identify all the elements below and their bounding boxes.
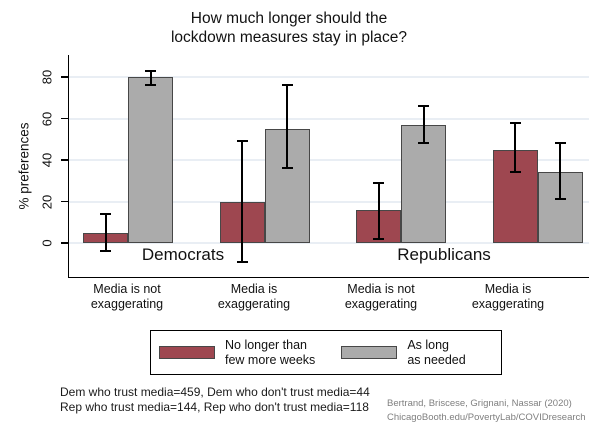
x-axis-tick-label-line: Media is not: [347, 282, 415, 296]
error-bar-cap: [236, 260, 248, 263]
error-bar-cap: [554, 198, 566, 201]
gridline: [69, 242, 589, 244]
y-axis-tick: [61, 76, 69, 78]
source-credit-url: ChicagoBooth.edu/PovertyLab/COVIDresearc…: [387, 411, 586, 423]
error-bar-cap: [509, 171, 521, 174]
chart-title-line1: How much longer should the: [190, 10, 388, 27]
gridline: [69, 117, 589, 120]
x-axis-tick-label-3: Media is exaggerating: [472, 282, 544, 312]
legend-entry-no-longer: No longer than few more weeks: [159, 338, 315, 368]
chart-title-line2: lockdown measures stay in place?: [170, 29, 408, 47]
legend-label-no-longer: No longer than few more weeks: [225, 338, 315, 368]
y-axis-tick-label: 80: [39, 69, 55, 85]
error-bar-cap: [509, 121, 521, 124]
error-bar-cap: [418, 142, 429, 145]
x-axis-tick-label-line: exaggerating: [344, 297, 418, 311]
bar-as-needed-0: [128, 77, 173, 243]
error-bar-cap: [373, 237, 384, 240]
error-bar-cap: [281, 167, 293, 170]
x-axis-tick-label-line: Media is: [230, 282, 278, 296]
bar-as-needed-2: [401, 124, 446, 243]
error-bar-line: [377, 182, 380, 239]
legend-label-line: as needed: [407, 352, 466, 367]
x-axis-tick-label-line: Media is not: [93, 282, 161, 296]
error-bar-cap: [554, 142, 566, 145]
error-bar-line: [241, 141, 243, 262]
y-axis-tick: [61, 159, 69, 161]
legend: No longer than few more weeks As long as…: [150, 330, 502, 375]
source-credit: Bertrand, Briscese, Grignani, Nassar (20…: [387, 397, 586, 425]
x-axis-tick-label-0: Media is not exaggerating: [91, 282, 163, 312]
error-bar-cap: [236, 140, 248, 143]
sample-size-note-rep: Rep who trust media=144, Rep who don't t…: [60, 399, 369, 414]
legend-label-line: As long: [407, 337, 450, 352]
y-axis-tick-label: 0: [39, 239, 55, 247]
chart-title: How much longer should the lockdown meas…: [0, 9, 578, 48]
legend-swatch-gray: [341, 346, 398, 359]
error-bar-line: [149, 70, 152, 86]
sample-size-notes: Dem who trust media=459, Dem who don't t…: [60, 385, 370, 414]
legend-label-as-long: As long as needed: [407, 338, 465, 368]
y-axis-tick: [61, 200, 69, 203]
error-bar-cap: [418, 105, 429, 108]
y-axis-tick: [61, 242, 69, 244]
y-axis-tick-label: 60: [39, 111, 55, 126]
gridline: [69, 76, 589, 78]
error-bar-line: [104, 213, 107, 252]
x-axis-tick-label-line: exaggerating: [471, 297, 545, 311]
y-axis-tick: [61, 117, 69, 120]
error-bar-cap: [145, 84, 156, 87]
x-axis-tick-label-2: Media is not exaggerating: [345, 282, 417, 312]
gridline: [69, 159, 589, 161]
legend-label-line: few more weeks: [225, 352, 316, 367]
error-bar-cap: [100, 250, 111, 253]
error-bar-line: [559, 143, 561, 200]
error-bar-line: [514, 122, 516, 173]
x-axis-tick-label-line: exaggerating: [217, 297, 291, 311]
y-axis-label: % preferences: [16, 122, 32, 210]
plot-area: 0 20 40 60 80 Democrats Republicans: [40, 55, 589, 278]
x-axis-tick-label-1: Media is exaggerating: [218, 282, 290, 312]
x-axis-tick-label-line: exaggerating: [90, 297, 164, 311]
group-label-democrats: Democrats: [141, 245, 225, 264]
group-label-republicans: Republicans: [397, 245, 491, 264]
y-axis-tick-label: 40: [39, 152, 55, 168]
legend-entry-as-long: As long as needed: [341, 338, 466, 368]
legend-label-line: No longer than: [225, 337, 308, 352]
sample-size-note-dem: Dem who trust media=459, Dem who don't t…: [60, 385, 370, 399]
error-bar-cap: [281, 84, 293, 87]
legend-swatch-red: [159, 346, 215, 359]
source-credit-authors: Bertrand, Briscese, Grignani, Nassar (20…: [387, 398, 572, 409]
x-axis-tick-label-line: Media is: [484, 282, 532, 296]
error-bar-cap: [145, 69, 156, 72]
error-bar-cap: [373, 181, 384, 184]
error-bar-cap: [100, 212, 111, 215]
y-axis-tick-label: 20: [39, 194, 55, 209]
error-bar-line: [286, 85, 288, 169]
error-bar-line: [422, 106, 425, 144]
x-axis-labels: Media is not exaggerating Media is exaggera…: [0, 282, 604, 316]
gridline: [69, 200, 589, 203]
